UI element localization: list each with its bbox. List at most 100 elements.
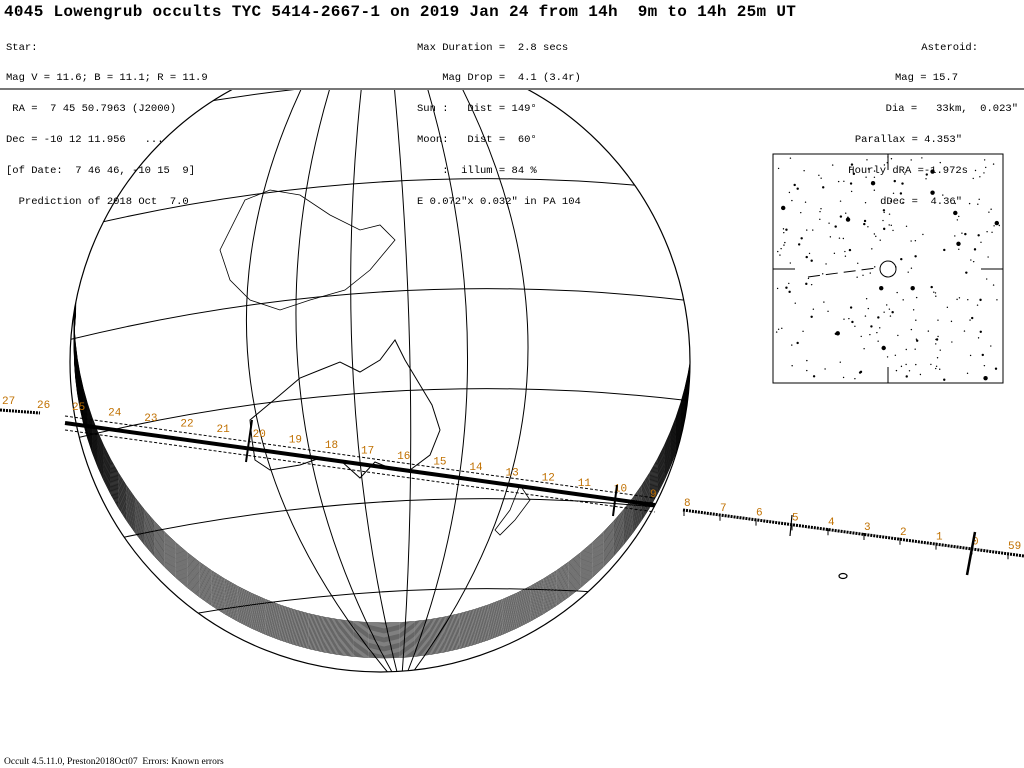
- path-time-label: 22: [180, 418, 193, 430]
- field-star: [980, 241, 982, 243]
- field-star: [788, 191, 791, 194]
- path-time-label: 2: [900, 527, 907, 539]
- field-star: [812, 375, 816, 378]
- field-star: [877, 316, 880, 319]
- field-star: [819, 218, 821, 221]
- field-star: [910, 286, 915, 291]
- field-star: [892, 229, 894, 232]
- asteroid-line: Parallax = 4.353": [854, 134, 962, 147]
- field-star: [889, 315, 892, 317]
- field-star: [964, 232, 967, 236]
- path-time-label: 6: [756, 508, 763, 520]
- field-star: [865, 298, 868, 300]
- field-star: [882, 227, 886, 231]
- field-star: [785, 286, 788, 289]
- field-star: [927, 330, 930, 332]
- target-star-circle: [879, 260, 897, 278]
- field-star: [897, 334, 899, 337]
- field-star: [983, 364, 986, 367]
- field-star: [915, 296, 918, 299]
- field-star: [935, 295, 937, 297]
- path-major-tick: [612, 484, 618, 517]
- field-star: [915, 338, 918, 340]
- field-star: [900, 365, 903, 368]
- path-time-label: 59: [1008, 541, 1021, 553]
- field-star: [956, 219, 959, 221]
- asteroid-motion-line: [807, 267, 877, 278]
- field-star: [950, 320, 953, 323]
- field-star: [983, 375, 988, 381]
- field-star: [819, 210, 821, 213]
- field-star: [879, 239, 881, 241]
- field-star: [800, 237, 803, 240]
- field-star: [839, 361, 841, 363]
- path-time-label: 5: [792, 512, 799, 524]
- field-star: [791, 365, 793, 367]
- field-star: [958, 297, 961, 299]
- path-time-label: 19: [289, 435, 302, 447]
- path-time-label: 17: [361, 446, 374, 458]
- field-star: [777, 167, 780, 170]
- field-star: [844, 250, 846, 253]
- event-line: : illum = 84 %: [417, 165, 537, 178]
- footer-version: Occult 4.5.11.0, Preston2018Oct07 Errors…: [4, 757, 224, 767]
- parallel-line: [70, 498, 690, 553]
- field-star: [895, 266, 897, 268]
- field-star: [910, 240, 912, 242]
- field-star: [862, 274, 864, 276]
- field-star: [969, 354, 972, 357]
- field-star: [979, 330, 982, 333]
- field-star: [965, 271, 968, 274]
- field-star: [888, 224, 890, 226]
- field-star: [824, 368, 826, 370]
- field-star: [842, 376, 845, 379]
- field-star: [793, 183, 796, 187]
- path-time-label: 26: [37, 400, 50, 412]
- field-star: [838, 237, 841, 239]
- moon-symbol: [838, 572, 848, 580]
- field-star: [864, 315, 867, 317]
- field-star: [971, 316, 974, 320]
- asteroid-line: Mag = 15.7: [894, 72, 958, 85]
- path-major-tick: [789, 514, 793, 537]
- field-star: [791, 344, 793, 346]
- field-star: [946, 306, 949, 309]
- meridian-line: [350, 90, 398, 672]
- field-star: [902, 299, 904, 301]
- path-time-label: 24: [108, 407, 122, 419]
- field-star: [806, 229, 808, 231]
- field-star: [805, 282, 808, 286]
- path-time-label: 7: [720, 503, 727, 515]
- field-star: [935, 343, 937, 345]
- field-star: [919, 373, 922, 376]
- path-time-label: 0: [972, 536, 979, 548]
- field-star: [915, 319, 917, 321]
- field-star: [996, 299, 998, 301]
- path-time-label: 4: [828, 517, 835, 529]
- field-star: [922, 233, 924, 236]
- field-star: [857, 262, 859, 264]
- field-star: [835, 331, 840, 336]
- field-star: [775, 331, 778, 333]
- field-star: [967, 299, 969, 301]
- field-star: [954, 235, 956, 237]
- path-time-label: 21: [217, 424, 231, 436]
- field-star: [939, 349, 941, 351]
- field-star: [797, 243, 801, 246]
- asteroid-line: Hourly dRA =-1.972s: [848, 165, 968, 178]
- parallel-line: [70, 288, 690, 343]
- field-star: [883, 311, 885, 313]
- event-info: Max Duration = 2.8 secs Mag Drop = 4.1 (…: [417, 22, 581, 218]
- star-info: Star: Mag V = 11.6; B = 11.1; R = 11.9 R…: [6, 22, 208, 218]
- field-star: [930, 363, 932, 366]
- field-star: [894, 354, 897, 357]
- field-star: [956, 298, 958, 301]
- field-star: [886, 356, 889, 358]
- field-star: [873, 233, 876, 235]
- field-star: [910, 267, 913, 269]
- field-star: [828, 222, 830, 224]
- field-star: [812, 229, 814, 231]
- field-star: [827, 310, 829, 313]
- star-line: Dec = -10 12 11.956 ...: [6, 134, 164, 147]
- asteroid-info: Asteroid: Mag = 15.7 Dia = 33km, 0.023" …: [848, 22, 1018, 218]
